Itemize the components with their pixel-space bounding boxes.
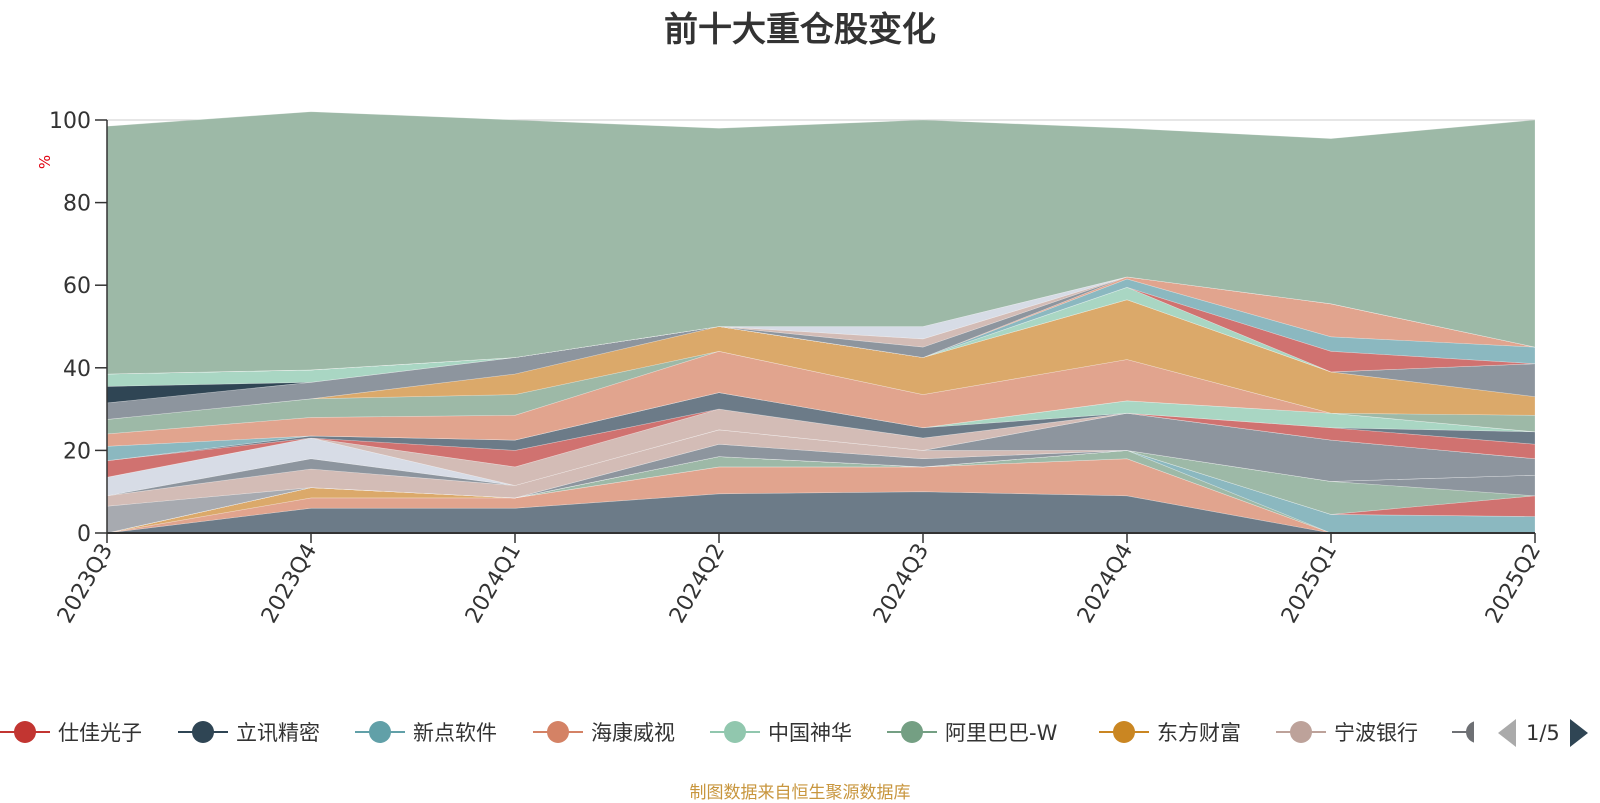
area-series-1[interactable]: 海康威视 bbox=[106, 458, 1535, 534]
legend-label: 仕佳光子 bbox=[58, 721, 142, 745]
area-series-30[interactable]: 阿里巴巴-W bbox=[106, 111, 1536, 375]
x-tick-label: 2023Q3 bbox=[53, 540, 118, 628]
y-tick-label: 20 bbox=[63, 439, 91, 464]
legend-label: 宁波银行 bbox=[1334, 721, 1418, 745]
legend-item[interactable]: 立讯精密 bbox=[178, 712, 320, 752]
legend-item[interactable]: 仕佳光子 bbox=[0, 712, 142, 752]
legend-label: 海康威视 bbox=[591, 721, 675, 745]
y-tick-label: 100 bbox=[49, 109, 91, 134]
legend-marker-icon bbox=[1276, 712, 1326, 752]
x-tick-label: 2024Q3 bbox=[869, 540, 934, 628]
legend-item[interactable]: 宁波银行 bbox=[1276, 712, 1418, 752]
legend-item[interactable]: 中国神华 bbox=[710, 712, 852, 752]
legend-label: 立讯精密 bbox=[236, 721, 320, 745]
y-tick-label: 0 bbox=[77, 522, 91, 547]
legend-label: 东方财富 bbox=[1157, 721, 1241, 745]
legend-item[interactable]: 东方财富 bbox=[1099, 712, 1241, 752]
legend-prev-page-icon[interactable] bbox=[1498, 719, 1516, 747]
legend-marker-icon bbox=[355, 712, 405, 752]
legend-marker-icon bbox=[0, 712, 50, 752]
y-tick-label: 40 bbox=[63, 357, 91, 382]
legend-label: 阿里巴巴-W bbox=[945, 721, 1058, 745]
area-series-19[interactable] bbox=[106, 350, 1536, 435]
legend-pager: 1/5 bbox=[1498, 719, 1588, 747]
legend-label: 中国神华 bbox=[768, 721, 852, 745]
legend-marker-icon bbox=[178, 712, 228, 752]
legend-marker-icon bbox=[1099, 712, 1149, 752]
x-tick-label: 2024Q4 bbox=[1073, 540, 1138, 628]
y-tick-label: 80 bbox=[63, 192, 91, 217]
x-tick-label: 2023Q4 bbox=[257, 540, 322, 628]
x-tick-label: 2024Q1 bbox=[461, 540, 526, 628]
x-tick-label: 2025Q2 bbox=[1481, 540, 1546, 628]
legend-marker-icon bbox=[887, 712, 937, 752]
area-series-21[interactable] bbox=[106, 299, 1536, 420]
legend-item[interactable]: 新点软件 bbox=[355, 712, 497, 752]
x-tick-label: 2024Q2 bbox=[665, 540, 730, 628]
source-note: 制图数据来自恒生聚源数据库 bbox=[689, 783, 911, 803]
legend-item[interactable]: 海康威视 bbox=[533, 712, 675, 752]
legend-page-indicator: 1/5 bbox=[1526, 721, 1560, 745]
x-tick-label: 2025Q1 bbox=[1277, 540, 1342, 628]
area-series: 立讯精密海康威视东方财富新点软件中国神华仕佳光子宁波银行仕佳光子立讯精密中国神华… bbox=[106, 111, 1536, 534]
legend-next-page-icon[interactable] bbox=[1569, 719, 1588, 747]
legend-marker-icon bbox=[533, 712, 583, 752]
y-tick-label: 60 bbox=[63, 274, 91, 299]
y-axis-label: % bbox=[36, 155, 54, 169]
legend-marker-icon bbox=[710, 712, 760, 752]
legend-label: 新点软件 bbox=[413, 721, 497, 745]
legend-marker-icon bbox=[1452, 712, 1474, 752]
legend: 仕佳光子 立讯精密 新点软件 海康威视 中国神华 阿里巴巴-W 东方财富 宁波银行 1/5 bbox=[0, 712, 1600, 752]
chart-title: 前十大重仓股变化 bbox=[664, 10, 936, 50]
legend-item[interactable] bbox=[1452, 712, 1474, 752]
area-series-2[interactable]: 东方财富 bbox=[106, 458, 1535, 534]
legend-item[interactable]: 阿里巴巴-W bbox=[887, 712, 1057, 752]
